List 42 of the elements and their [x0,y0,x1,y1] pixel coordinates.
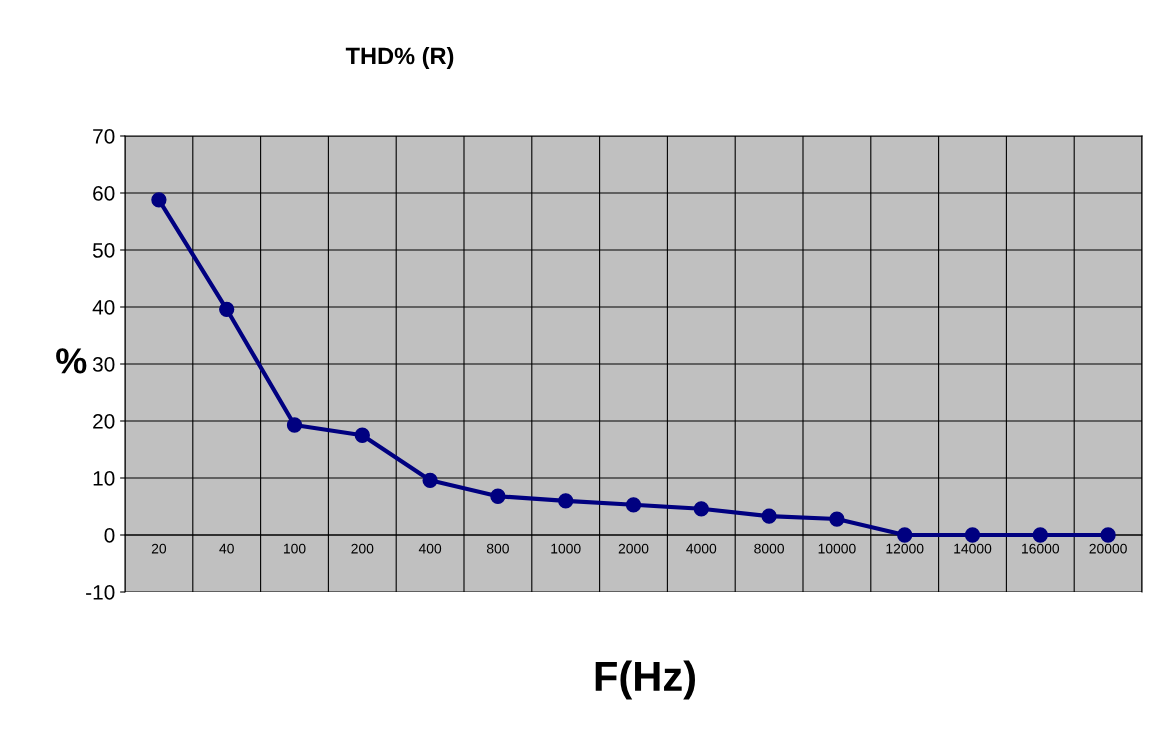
point [490,488,506,504]
chart-title: THD% (R) [345,47,454,69]
x-tick-label: 10000 [818,543,856,554]
x-tick-label: 4000 [686,543,717,554]
point [625,497,642,513]
y-tick-label: 0 [104,528,115,543]
y-tick-label: 40 [92,300,115,315]
x-tick-label: 200 [351,543,374,554]
point [558,493,574,509]
y-tick-label: 50 [92,243,115,258]
x-tick-label: 20000 [1089,543,1127,554]
point [761,508,777,524]
y-tick-label: 10 [93,471,115,486]
point [897,527,913,543]
point [286,417,303,433]
x-tick-label: 14000 [954,543,992,554]
point [151,192,167,208]
y-tick-label: 70 [93,129,115,144]
y-axis-title: % [56,348,87,374]
point [693,501,709,517]
x-tick-label: 12000 [886,543,924,554]
point [422,472,438,488]
x-tick-label: 8000 [754,543,785,554]
y-tick-label: 20 [93,414,115,429]
point [354,427,370,443]
y-tick-label: -10 [86,585,115,600]
x-axis-title: F(Hz) [595,660,695,700]
y-tick-label: 30 [92,357,115,372]
point [1100,527,1116,543]
x-tick-label: 2000 [618,543,649,554]
point [964,527,981,543]
x-tick-label: 400 [418,543,442,554]
x-tick-label: 800 [486,543,509,554]
point [1032,527,1048,543]
x-tick-label: 1000 [551,543,581,554]
point [829,511,845,527]
x-tick-label: 16000 [1022,543,1060,554]
point [219,301,235,317]
x-tick-label: 40 [219,543,234,554]
x-tick-label: 100 [283,543,306,554]
y-tick-label: 60 [93,186,115,201]
x-tick-label: 20 [151,543,167,554]
